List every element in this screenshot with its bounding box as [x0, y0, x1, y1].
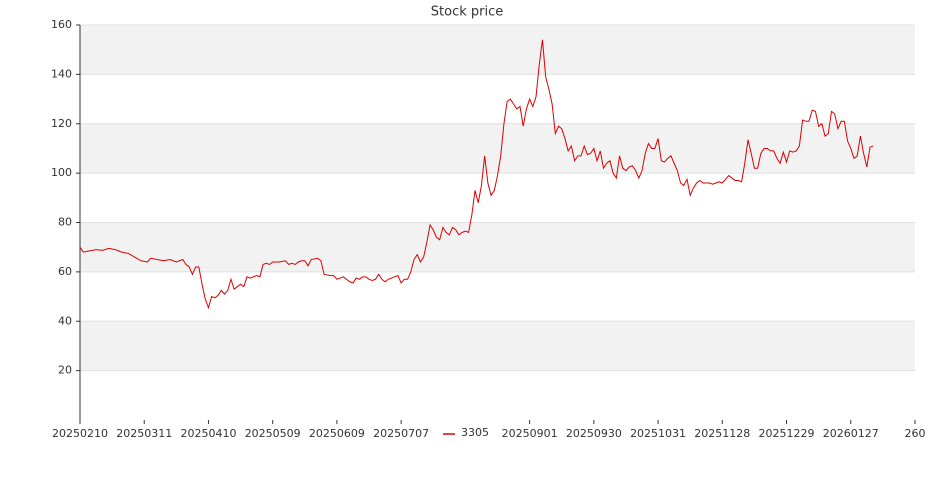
x-tick-label: 260: [905, 427, 926, 440]
x-tick-label: 20250609: [309, 427, 365, 440]
y-tick-label: 140: [51, 67, 72, 80]
y-tick-label: 60: [58, 265, 72, 278]
x-tick-label: 20251128: [694, 427, 750, 440]
x-tick-label: 20250509: [245, 427, 301, 440]
x-tick-label: 20250311: [116, 427, 172, 440]
y-tick-label: 160: [51, 18, 72, 31]
x-tick-label: 20251031: [630, 427, 686, 440]
y-tick-label: 40: [58, 314, 72, 327]
grid-band: [80, 123, 915, 174]
y-tick-label: 80: [58, 216, 72, 229]
grid-band: [80, 222, 915, 272]
y-tick-label: 100: [51, 166, 72, 179]
x-tick-label: 20250707: [373, 427, 429, 440]
x-tick-label: 20250901: [502, 427, 558, 440]
price-line: [79, 39, 874, 310]
x-tick-label: 20251229: [759, 427, 815, 440]
grid-band: [80, 25, 915, 75]
x-tick-label: 20250210: [52, 427, 108, 440]
legend-label: 3305: [461, 426, 489, 439]
x-tick-label: 20250930: [566, 427, 622, 440]
x-tick-label: 20250410: [180, 427, 236, 440]
chart-title: Stock price: [431, 5, 503, 20]
x-tick-label: 20260127: [823, 427, 879, 440]
y-tick-label: 120: [51, 117, 72, 130]
grid-band: [80, 321, 915, 371]
y-tick-label: 20: [58, 364, 72, 377]
